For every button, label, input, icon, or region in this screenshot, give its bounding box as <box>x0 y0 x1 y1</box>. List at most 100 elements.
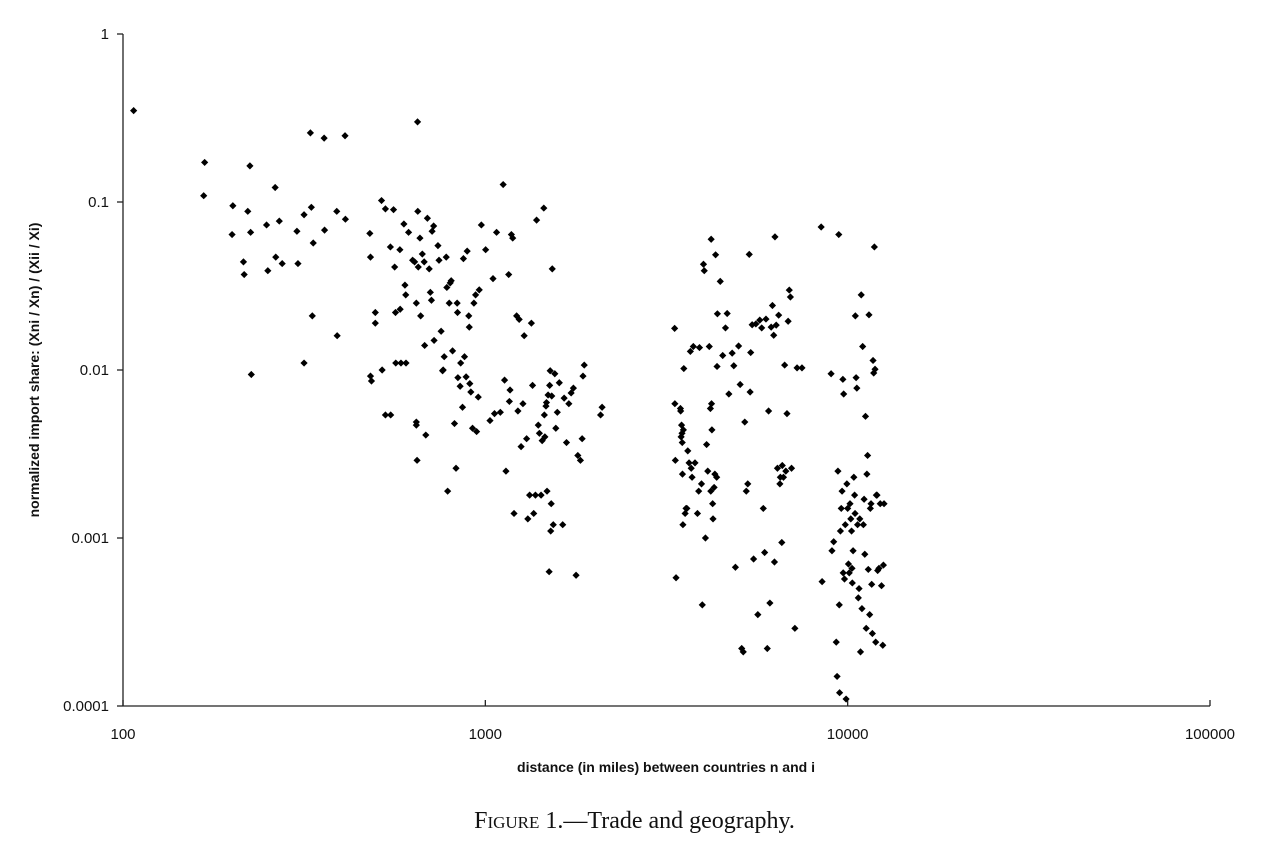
data-point <box>371 319 379 327</box>
data-point <box>523 435 531 443</box>
data-point <box>678 429 686 437</box>
data-point <box>396 246 404 254</box>
data-point <box>871 365 879 373</box>
data-point <box>413 456 421 464</box>
data-point <box>264 267 272 275</box>
data-point <box>309 239 317 247</box>
data-point <box>391 263 399 271</box>
data-point <box>578 435 586 443</box>
data-point <box>851 509 859 518</box>
data-point <box>293 227 301 235</box>
data-point <box>411 258 419 266</box>
data-point <box>828 547 836 555</box>
data-point <box>767 323 775 331</box>
data-point <box>702 440 711 449</box>
data-point <box>847 527 856 535</box>
data-point <box>333 207 341 215</box>
data-point <box>747 348 755 357</box>
data-point <box>532 216 541 224</box>
data-point <box>713 473 721 481</box>
data-point <box>425 265 433 273</box>
data-point <box>278 259 286 268</box>
data-point <box>507 230 515 239</box>
data-point <box>869 356 877 365</box>
data-point <box>739 648 747 656</box>
data-point <box>426 288 434 296</box>
data-point <box>701 534 710 542</box>
data-point <box>778 538 786 547</box>
data-point <box>759 504 767 513</box>
y-tick-group: 1 0.1 0.01 0.001 0.0001 <box>63 26 123 715</box>
data-point <box>526 491 534 499</box>
data-point <box>864 565 872 574</box>
data-point <box>378 366 386 374</box>
data-point <box>579 372 587 380</box>
data-point <box>465 312 473 320</box>
data-point <box>863 470 871 478</box>
data-point <box>856 515 864 523</box>
data-point <box>713 362 721 371</box>
data-point <box>787 464 796 472</box>
data-point <box>541 433 549 441</box>
data-point <box>130 106 138 115</box>
data-point <box>414 263 422 271</box>
data-point <box>381 411 390 419</box>
data-point <box>490 410 499 418</box>
data-point <box>300 359 308 367</box>
data-point <box>679 426 687 434</box>
data-point <box>240 270 248 279</box>
x-tick-label: 100 <box>110 726 135 743</box>
data-point <box>546 367 554 375</box>
data-point <box>444 487 452 495</box>
data-point <box>472 427 481 436</box>
y-tick-label: 1 <box>101 26 109 43</box>
data-point <box>779 473 788 481</box>
data-point <box>574 451 582 460</box>
data-point <box>859 521 867 529</box>
data-point <box>306 129 314 137</box>
data-point <box>434 242 442 250</box>
data-point <box>416 234 424 242</box>
data-point <box>417 312 425 320</box>
data-point <box>835 230 843 239</box>
data-point <box>300 211 308 219</box>
data-point <box>671 456 679 464</box>
data-point <box>457 359 465 367</box>
data-point <box>754 610 762 619</box>
data-point <box>402 291 410 299</box>
data-point <box>580 361 588 369</box>
data-point <box>719 351 727 360</box>
data-point <box>783 410 791 418</box>
data-point <box>320 134 328 142</box>
data-point <box>567 389 575 397</box>
data-point <box>468 424 477 432</box>
data-point <box>262 221 271 229</box>
data-point <box>341 132 349 140</box>
data-point <box>386 243 394 251</box>
data-point <box>537 491 545 499</box>
data-point <box>683 504 691 513</box>
data-point <box>430 336 438 345</box>
data-point <box>695 343 704 352</box>
data-point <box>513 312 521 320</box>
data-point <box>836 527 845 535</box>
caption-text: 1.—Trade and geography. <box>539 808 795 834</box>
data-point <box>596 411 605 419</box>
data-point <box>401 281 409 289</box>
data-point <box>853 384 861 392</box>
data-point <box>745 250 753 258</box>
data-point <box>691 459 699 467</box>
data-point <box>553 408 561 416</box>
data-point <box>404 228 413 236</box>
data-point <box>524 515 532 523</box>
data-point <box>798 364 806 372</box>
data-point <box>845 569 853 577</box>
data-point <box>440 353 448 361</box>
data-point <box>477 221 485 229</box>
data-point <box>543 487 551 495</box>
data-point <box>778 461 786 470</box>
data-point <box>834 467 842 475</box>
data-point <box>707 487 715 495</box>
data-point <box>866 610 874 619</box>
data-point <box>228 230 236 239</box>
